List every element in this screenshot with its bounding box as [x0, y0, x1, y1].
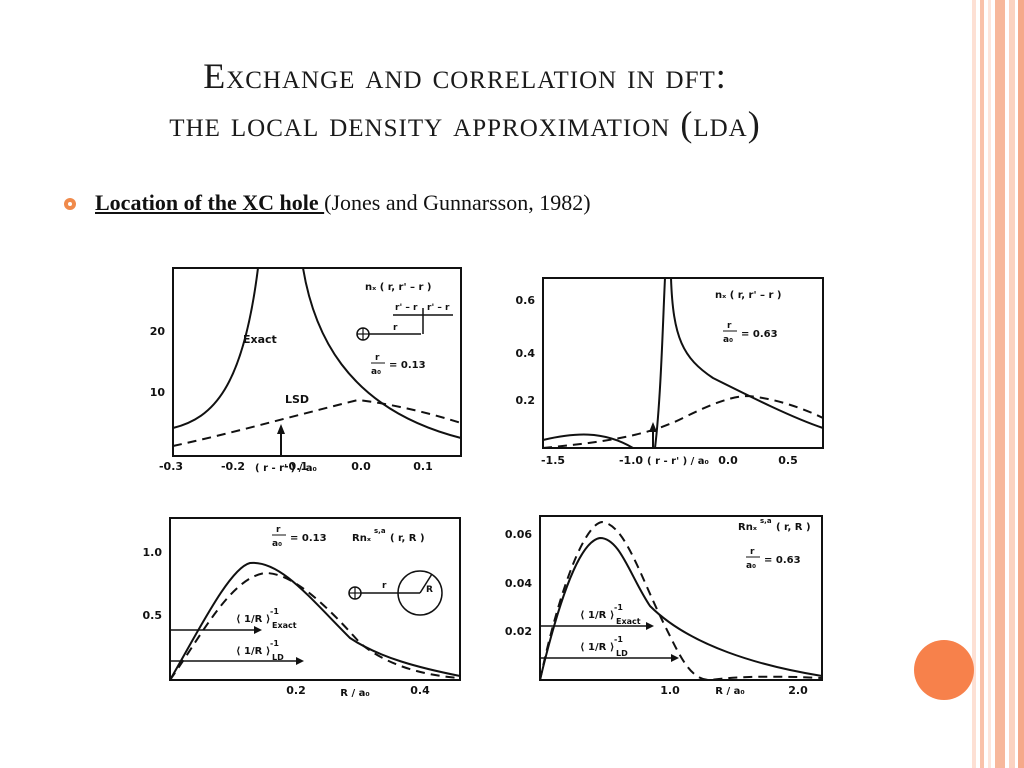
function-sup: s,a [374, 527, 386, 535]
x-axis-label: R / a₀ [340, 688, 369, 699]
function-args: ( r, R ) [776, 522, 811, 533]
tick-y: 0.02 [505, 625, 532, 638]
tick-x: 0.2 [286, 684, 306, 697]
x-axis-label: ( r - r' ) / a₀ [255, 463, 317, 474]
panel-frame [542, 277, 824, 449]
ratio-den: a₀ [746, 561, 756, 571]
inset-r: r [382, 581, 387, 591]
slide-title: Exchange and correlation in dft: the loc… [40, 52, 890, 148]
tick-x: -0.3 [159, 460, 183, 473]
avg-ld-label: ⟨ 1/R ⟩ [580, 642, 614, 653]
function-label: nₓ ( r, r' – r ) [365, 282, 431, 293]
tick-y: 10 [150, 386, 166, 399]
arrow-head [671, 654, 679, 662]
ratio-value: = 0.63 [741, 329, 778, 340]
x-axis-label: R / a₀ [715, 686, 744, 697]
tick-x: 0.1 [413, 460, 433, 473]
ld-curve [169, 571, 461, 681]
inset-r: r [393, 323, 398, 333]
ratio-value: = 0.13 [389, 360, 426, 371]
tick-y: 0.4 [516, 347, 536, 360]
tick-x: -0.2 [221, 460, 245, 473]
inset-R: R [426, 585, 433, 595]
tick-x: 1.0 [660, 684, 680, 697]
bullet-strong-text: Location of the XC hole [95, 190, 325, 215]
arrow-head [646, 622, 654, 630]
tick-x: -1.0 [619, 454, 643, 467]
avg-ld-sup: -1 [270, 639, 279, 648]
tick-y: 0.6 [516, 294, 536, 307]
avg-exact-sub: Exact [616, 617, 641, 626]
function-label: nₓ ( r, r' – r ) [715, 290, 781, 301]
arrow-head [296, 657, 304, 665]
function-label: Rnₓ [738, 522, 758, 533]
panel-frame [172, 267, 462, 457]
tick-x: 0.0 [351, 460, 371, 473]
tick-y: 1.0 [143, 546, 163, 559]
arrow-head [649, 422, 657, 432]
x-axis-label: ( r - r' ) / a₀ [647, 456, 709, 467]
avg-exact-label: ⟨ 1/R ⟩ [580, 610, 614, 621]
tick-y: 20 [150, 325, 166, 338]
exact-curve [539, 536, 823, 681]
title-line-1: Exchange and correlation in dft: [203, 56, 727, 96]
arrow-head [254, 626, 262, 634]
tick-x: -0.1 [284, 460, 308, 473]
bullet-citation: (Jones and Gunnarsson, 1982) [324, 190, 591, 215]
label-lsd: LSD [285, 393, 309, 406]
tick-x: 2.0 [788, 684, 808, 697]
panel-top-right: 0.6 0.4 0.2 -1.5 -1.0 0.0 0.5 ( r - r' )… [516, 277, 824, 467]
ratio-den: a₀ [272, 539, 282, 549]
ratio-num: r [750, 547, 755, 557]
ratio-num: r [727, 321, 732, 331]
tick-x: 0.4 [410, 684, 430, 697]
ratio-value: = 0.13 [290, 533, 327, 544]
tick-y: 0.04 [505, 577, 532, 590]
tick-x: -1.5 [541, 454, 565, 467]
exact-curve [169, 561, 461, 681]
bullet-icon [64, 198, 76, 210]
avg-ld-sub: LD [616, 649, 628, 658]
inset-label-left: r' – r [395, 303, 418, 313]
sphere-icon [397, 570, 443, 616]
label-exact: Exact [243, 333, 277, 346]
function-sup: s,a [760, 517, 772, 525]
arrow-head [277, 424, 285, 434]
exact-curve [172, 267, 462, 439]
panel-frame [539, 515, 823, 681]
tick-x: 0.5 [778, 454, 798, 467]
ld-curve [539, 520, 823, 682]
avg-ld-sub: LD [272, 653, 284, 662]
ratio-value: = 0.63 [764, 555, 801, 566]
panel-bottom-right: ⟨ 1/R ⟩ -1 Exact ⟨ 1/R ⟩ -1 LD 0.06 0.04… [505, 515, 823, 697]
tick-y: 0.5 [143, 609, 163, 622]
function-args: ( r, R ) [390, 533, 425, 544]
decorative-stripes [972, 0, 1024, 768]
inset-label-right: r' – r [427, 303, 450, 313]
lsd-curve [172, 398, 462, 447]
avg-ld-label: ⟨ 1/R ⟩ [236, 646, 270, 657]
tick-y: 0.06 [505, 528, 532, 541]
avg-ld-sup: -1 [614, 635, 623, 644]
decorative-circle [914, 640, 974, 700]
avg-exact-sup: -1 [270, 607, 279, 616]
lsd-curve [542, 394, 824, 449]
figure-panels: 20 10 -0.3 -0.2 -0.1 0.0 0.1 ( r - r' ) … [143, 267, 824, 699]
title-line-2: the local density approximation (lda) [169, 104, 761, 144]
panel-frame [169, 517, 461, 681]
panel-bottom-left: ⟨ 1/R ⟩ -1 Exact ⟨ 1/R ⟩ -1 LD 1.0 0.5 0… [143, 517, 461, 699]
ratio-den: a₀ [723, 335, 733, 345]
ratio-den: a₀ [371, 367, 381, 377]
ratio-num: r [276, 525, 281, 535]
exact-curve [542, 277, 824, 449]
avg-exact-sub: Exact [272, 621, 297, 630]
panel-top-left: 20 10 -0.3 -0.2 -0.1 0.0 0.1 ( r - r' ) … [150, 267, 462, 474]
function-label: Rnₓ [352, 533, 372, 544]
tick-x: 0.0 [718, 454, 738, 467]
avg-exact-label: ⟨ 1/R ⟩ [236, 614, 270, 625]
tick-y: 0.2 [516, 394, 536, 407]
avg-exact-sup: -1 [614, 603, 623, 612]
ratio-num: r [375, 353, 380, 363]
